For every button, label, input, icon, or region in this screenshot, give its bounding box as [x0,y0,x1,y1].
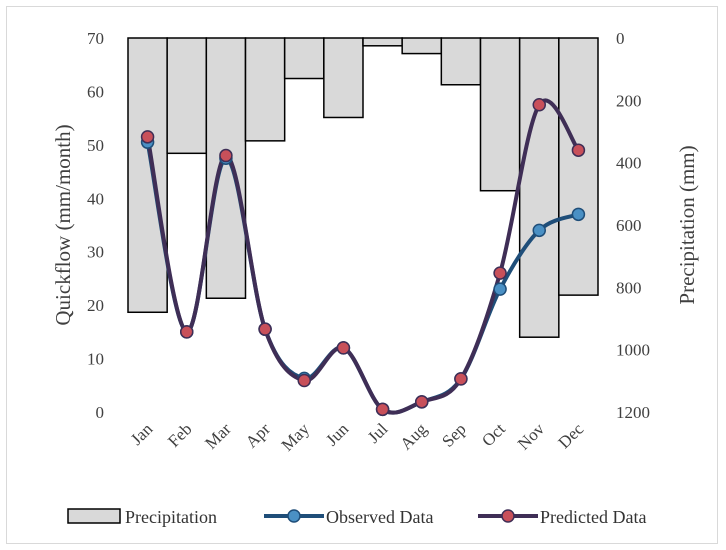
precipitation-bar-apr [244,37,286,142]
observed-point-oct [493,282,507,296]
precipitation-bar-dec [558,37,599,296]
predicted-point-jul [375,402,390,417]
x-tick-label: Feb [164,419,195,450]
precipitation-bar-aug [401,37,443,55]
precipitation-bar-oct [479,37,521,192]
x-tick-label: Apr [242,419,274,451]
precipitation-bar-feb [166,37,208,155]
legend-observed-label: Observed Data [326,507,433,527]
predicted-point-mar [219,148,233,163]
x-tick-label: Sep [438,419,469,450]
predicted-point-dec [571,143,586,157]
y-axis-title: Quickflow (mm/month) [51,124,75,325]
y-tick-label: 40 [87,189,104,208]
y2-tick-label: 400 [616,154,642,173]
precipitation-bar-nov [518,37,560,338]
y2-tick-label: 1200 [616,403,650,422]
y2-tick-label: 1000 [616,341,650,360]
predicted-point-may [297,373,311,388]
precipitation-bar-may [283,37,325,80]
precipitation-bar-jun [323,37,364,119]
legend-predicted-marker [501,509,515,523]
right-axis-ticks: 0 200 400 600 800 1000 1200 [616,29,650,422]
observed-point-nov [532,223,546,238]
predicted-point-aug [415,395,429,409]
legend-observed-marker [287,509,301,523]
y2-tick-label: 600 [616,216,642,235]
y2-axis-title: Precipitation (mm) [675,145,699,304]
precipitation-bars [127,37,599,338]
y-tick-label: 10 [87,350,104,369]
y-tick-label: 20 [87,296,104,315]
legend-predicted-label: Predicted Data [540,507,646,527]
y2-tick-label: 0 [616,29,625,48]
predicted-point-jan [140,130,155,144]
legend: Precipitation Observed Data Predicted Da… [67,507,646,527]
precipitation-bar-sep [440,37,482,86]
x-tick-label: Nov [514,419,548,453]
y-tick-label: 0 [96,403,105,422]
x-tick-label: May [278,419,314,455]
legend-precipitation-label: Precipitation [125,507,217,527]
x-tick-label: Mar [201,419,235,453]
y-tick-label: 70 [87,29,104,48]
precipitation-bar-jan [127,37,168,314]
x-tick-label: Jun [322,419,352,449]
x-tick-label: Oct [478,419,509,450]
x-tick-label: Dec [554,419,587,452]
y-tick-label: 50 [87,136,104,155]
predicted-data-markers [140,98,586,417]
y2-tick-label: 200 [616,91,642,110]
predicted-point-jun [336,341,351,355]
legend-precipitation-swatch [67,508,121,524]
y-tick-label: 60 [87,82,104,101]
precipitation-bar-mar [205,37,247,299]
predicted-point-apr [258,322,272,336]
predicted-point-sep [454,372,468,386]
left-axis-ticks: 0 10 20 30 40 50 60 70 [87,29,104,422]
x-axis-ticks: Jan Feb Mar Apr May Jun Jul Aug Sep Oct Nov Dec [127,419,588,455]
y-tick-label: 30 [87,243,104,262]
predicted-point-nov [532,98,546,112]
predicted-point-oct [493,266,507,280]
predicted-point-feb [180,325,194,339]
precipitation-bar-jul [362,37,403,47]
x-tick-label: Jul [364,419,392,447]
observed-point-dec [571,207,586,222]
x-tick-label: Jan [127,419,157,449]
x-tick-label: Aug [396,419,430,453]
y2-tick-label: 800 [616,278,642,297]
